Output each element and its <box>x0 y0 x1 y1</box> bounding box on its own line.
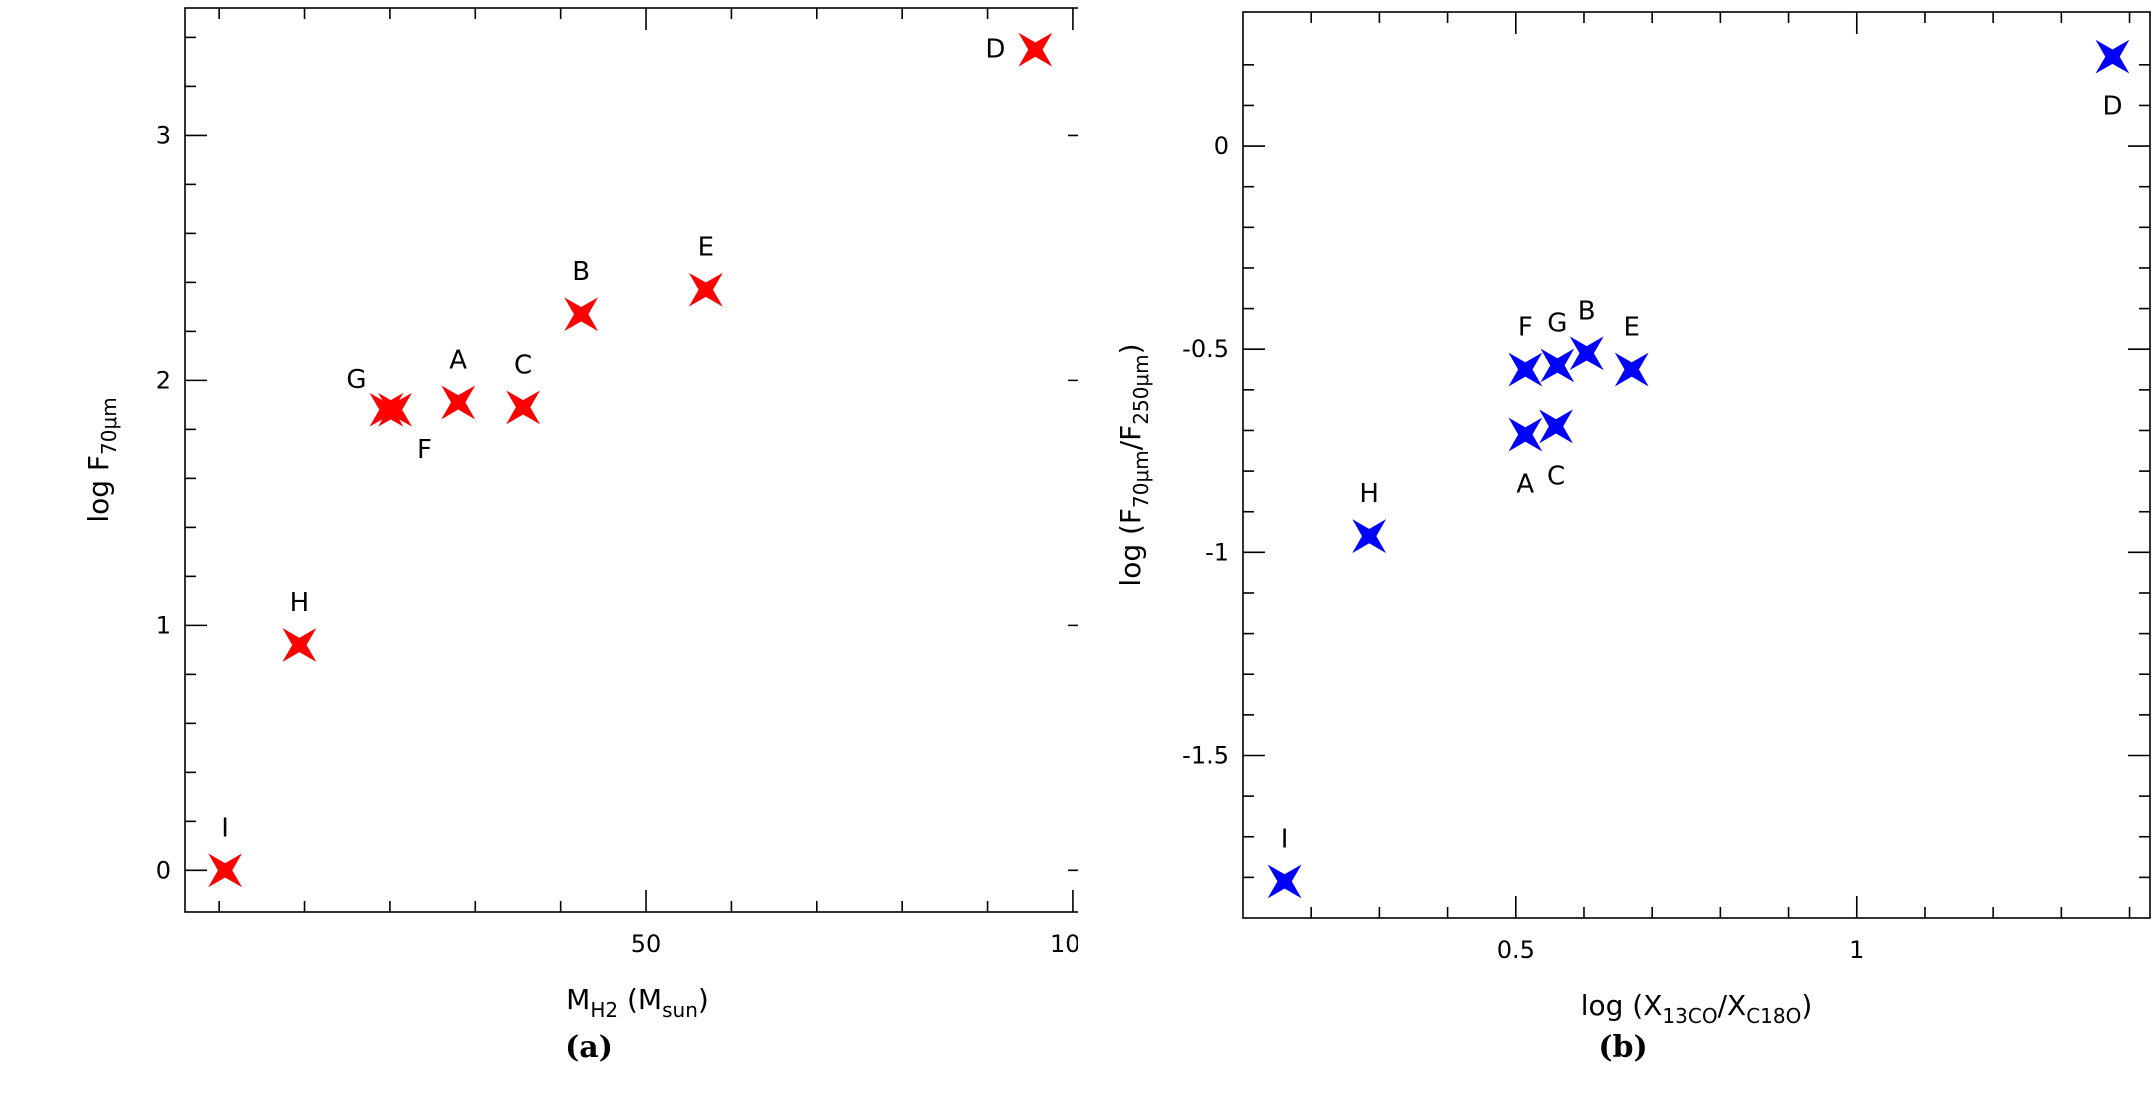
point-label-I: I <box>1281 824 1289 854</box>
point-marker-G <box>1540 348 1575 383</box>
x-axis-label: MH2 (Msun) <box>566 983 709 1022</box>
point-marker-C <box>1539 409 1573 444</box>
y-tick-label: 3 <box>156 121 171 149</box>
point-marker-I <box>1267 864 1302 899</box>
point-marker-D <box>1018 32 1053 67</box>
x-tick-label: 50 <box>631 930 662 958</box>
point-marker-C <box>506 390 541 425</box>
y-axis-label: log (F70μm/F250μm) <box>1114 343 1153 586</box>
axis-ticks <box>1243 12 2150 918</box>
point-marker-E <box>1614 352 1649 387</box>
point-label-C: C <box>1547 461 1565 491</box>
point-label-A: A <box>449 345 467 375</box>
plot-frame <box>184 7 1091 913</box>
data-points: I H G F A C B E D <box>208 32 1053 888</box>
x-tick-label: 0.5 <box>1497 936 1535 964</box>
point-label-G: G <box>1547 308 1567 338</box>
point-label-G: G <box>346 365 366 395</box>
y-tick-label: -1 <box>1205 538 1229 566</box>
point-marker-A <box>1508 417 1543 452</box>
point-label-D: D <box>985 35 1005 65</box>
plot-frame <box>1242 11 2151 919</box>
point-label-H: H <box>1359 479 1379 509</box>
x-tick-label: 100 <box>1050 930 1078 958</box>
y-tick-label: 0 <box>156 856 171 884</box>
panel-b: 0.5 1 0 -0.5 -1 -1.5 log (X13CO/XC18O) log (F70… <box>1078 0 2156 1094</box>
point-marker-H <box>1352 519 1387 554</box>
point-marker-I <box>208 853 243 888</box>
axis-ticks <box>185 8 1090 912</box>
y-tick-label: -1.5 <box>1182 741 1229 769</box>
point-marker-D <box>2095 39 2130 74</box>
point-label-H: H <box>290 588 310 618</box>
point-marker-F <box>1508 352 1543 387</box>
y-tick-label: 2 <box>156 366 171 394</box>
point-label-D: D <box>2102 92 2122 122</box>
panel-a: 50 100 0 1 2 3 MH2 (Msun) log F70μm I H G F A C B E D (a… <box>0 0 1096 1094</box>
x-axis-label: log (X13CO/XC18O) <box>1581 989 1813 1028</box>
chart-a: 50 100 0 1 2 3 MH2 (Msun) log F70μm I H G F A C B E D <box>82 7 1096 1022</box>
point-label-E: E <box>1623 313 1639 343</box>
point-label-E: E <box>698 233 714 263</box>
point-label-B: B <box>1578 296 1596 326</box>
point-label-A: A <box>1516 470 1534 500</box>
y-tick-label: -0.5 <box>1182 335 1229 363</box>
panel-label-b: (b) <box>1598 1030 1648 1065</box>
point-label-C: C <box>514 350 532 380</box>
point-marker-B <box>1569 336 1604 371</box>
point-label-I: I <box>221 813 229 843</box>
point-label-B: B <box>572 257 590 287</box>
point-marker-E <box>688 272 723 307</box>
y-axis-label: log F70μm <box>82 397 121 522</box>
data-points: I H F G BE A C D <box>1267 39 2130 899</box>
panel-label-a: (a) <box>565 1030 613 1065</box>
point-label-F: F <box>417 435 432 465</box>
chart-b: 0.5 1 0 -0.5 -1 -1.5 log (X13CO/XC18O) log (F70… <box>1114 11 2151 1028</box>
point-marker-B <box>564 297 599 332</box>
point-marker-A <box>441 385 476 420</box>
y-tick-label: 0 <box>1214 132 1229 160</box>
point-label-F: F <box>1518 313 1533 343</box>
y-tick-label: 1 <box>156 611 171 639</box>
point-marker-F <box>378 392 412 427</box>
point-marker-H <box>282 628 317 662</box>
x-tick-label: 1 <box>1849 936 1864 964</box>
